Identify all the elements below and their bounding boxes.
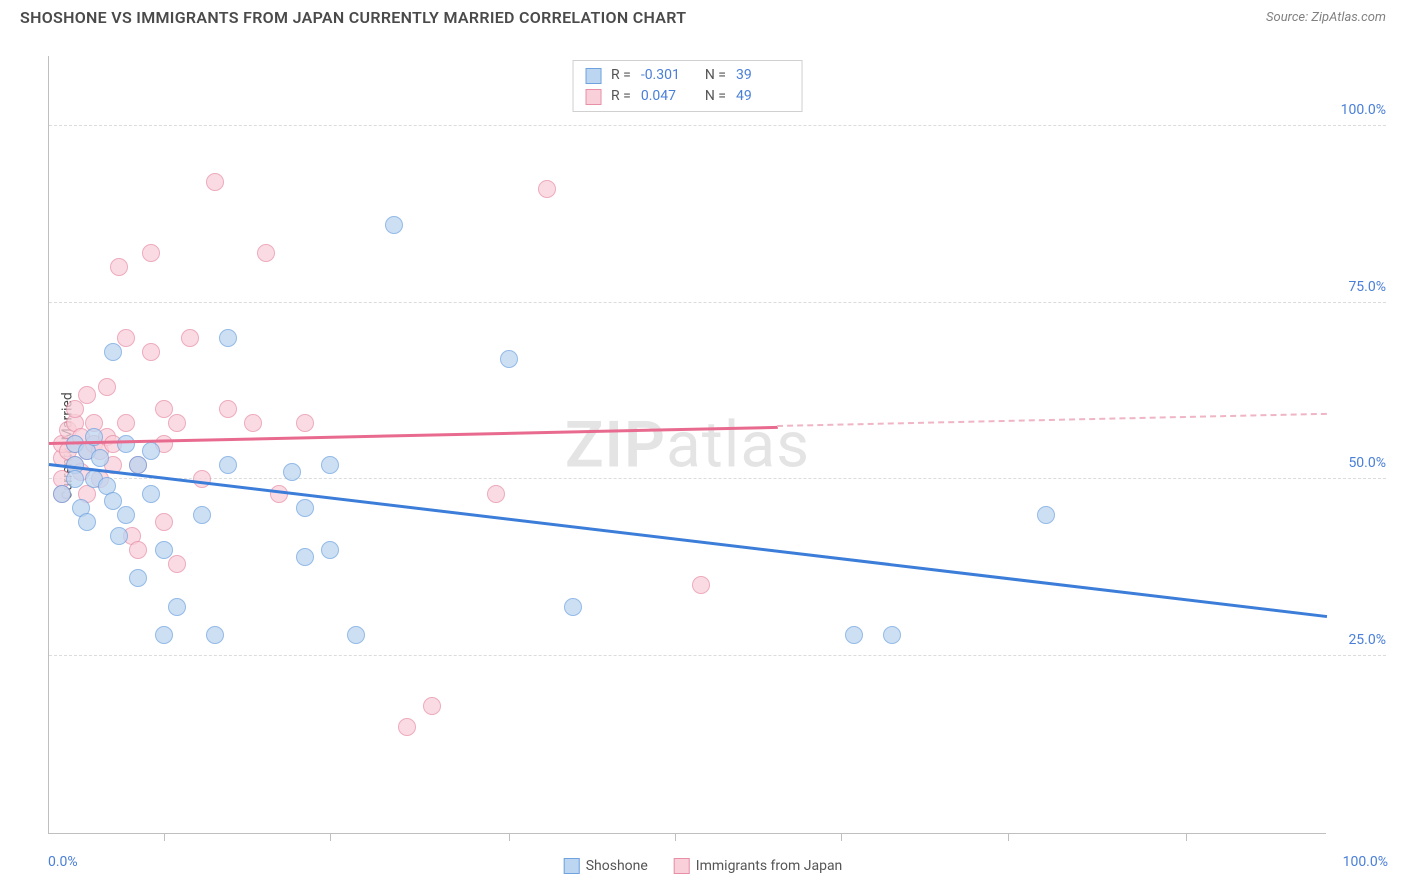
gridline	[49, 655, 1386, 656]
x-tick	[330, 833, 331, 841]
data-point	[129, 541, 147, 559]
data-point	[181, 329, 199, 347]
data-point	[117, 435, 135, 453]
data-point	[193, 470, 211, 488]
data-point	[91, 449, 109, 467]
trend-line	[49, 425, 778, 444]
gridline	[49, 125, 1386, 126]
data-point	[883, 626, 901, 644]
chart-header: SHOSHONE VS IMMIGRANTS FROM JAPAN CURREN…	[0, 0, 1406, 31]
y-tick-label: 100.0%	[1341, 102, 1386, 118]
data-point	[155, 626, 173, 644]
legend-row-pink: R = 0.047 N = 49	[585, 86, 790, 107]
data-point	[142, 244, 160, 262]
y-tick-label: 25.0%	[1348, 632, 1386, 648]
x-tick	[509, 833, 510, 841]
data-point	[117, 329, 135, 347]
data-point	[257, 244, 275, 262]
trend-line	[49, 463, 1327, 618]
data-point	[142, 343, 160, 361]
data-point	[244, 414, 262, 432]
data-point	[129, 569, 147, 587]
x-tick	[1008, 833, 1009, 841]
data-point	[219, 456, 237, 474]
data-point	[219, 400, 237, 418]
data-point	[155, 513, 173, 531]
data-point	[296, 499, 314, 517]
data-point	[168, 414, 186, 432]
y-tick-label: 50.0%	[1348, 455, 1386, 471]
source-attribution: Source: ZipAtlas.com	[1266, 10, 1386, 25]
data-point	[142, 485, 160, 503]
data-point	[117, 414, 135, 432]
data-point	[110, 527, 128, 545]
x-tick	[675, 833, 676, 841]
data-point	[487, 485, 505, 503]
data-point	[500, 350, 518, 368]
data-point	[110, 258, 128, 276]
legend-item-pink: Immigrants from Japan	[674, 858, 842, 874]
scatter-chart: ZIPatlas R = -0.301 N = 39 R = 0.047 N =…	[48, 56, 1326, 834]
watermark: ZIPatlas	[565, 407, 810, 482]
swatch-blue	[564, 858, 580, 874]
stats-legend: R = -0.301 N = 39 R = 0.047 N = 49	[572, 60, 803, 112]
data-point	[692, 576, 710, 594]
data-point	[168, 555, 186, 573]
data-point	[564, 598, 582, 616]
data-point	[129, 456, 147, 474]
chart-title: SHOSHONE VS IMMIGRANTS FROM JAPAN CURREN…	[20, 8, 686, 27]
data-point	[66, 400, 84, 418]
y-tick-label: 75.0%	[1348, 279, 1386, 295]
legend-item-blue: Shoshone	[564, 858, 648, 874]
gridline	[49, 478, 1386, 479]
data-point	[321, 541, 339, 559]
data-point	[78, 386, 96, 404]
x-axis-max-label: 100.0%	[1343, 854, 1388, 870]
data-point	[78, 513, 96, 531]
x-tick	[1186, 833, 1187, 841]
swatch-blue	[585, 68, 601, 84]
data-point	[98, 378, 116, 396]
data-point	[53, 485, 71, 503]
data-point	[423, 697, 441, 715]
data-point	[104, 343, 122, 361]
data-point	[296, 548, 314, 566]
data-point	[398, 718, 416, 736]
swatch-pink	[674, 858, 690, 874]
data-point	[321, 456, 339, 474]
gridline	[49, 302, 1386, 303]
x-tick	[164, 833, 165, 841]
trend-line	[777, 413, 1327, 428]
data-point	[155, 541, 173, 559]
data-point	[385, 216, 403, 234]
data-point	[206, 173, 224, 191]
data-point	[1037, 506, 1055, 524]
data-point	[168, 598, 186, 616]
data-point	[193, 506, 211, 524]
legend-row-blue: R = -0.301 N = 39	[585, 65, 790, 86]
swatch-pink	[585, 89, 601, 105]
data-point	[142, 442, 160, 460]
data-point	[845, 626, 863, 644]
data-point	[66, 470, 84, 488]
data-point	[296, 414, 314, 432]
data-point	[117, 506, 135, 524]
series-legend: Shoshone Immigrants from Japan	[564, 858, 843, 874]
x-tick	[841, 833, 842, 841]
data-point	[538, 180, 556, 198]
x-axis-min-label: 0.0%	[48, 854, 78, 870]
data-point	[283, 463, 301, 481]
data-point	[347, 626, 365, 644]
data-point	[219, 329, 237, 347]
data-point	[206, 626, 224, 644]
